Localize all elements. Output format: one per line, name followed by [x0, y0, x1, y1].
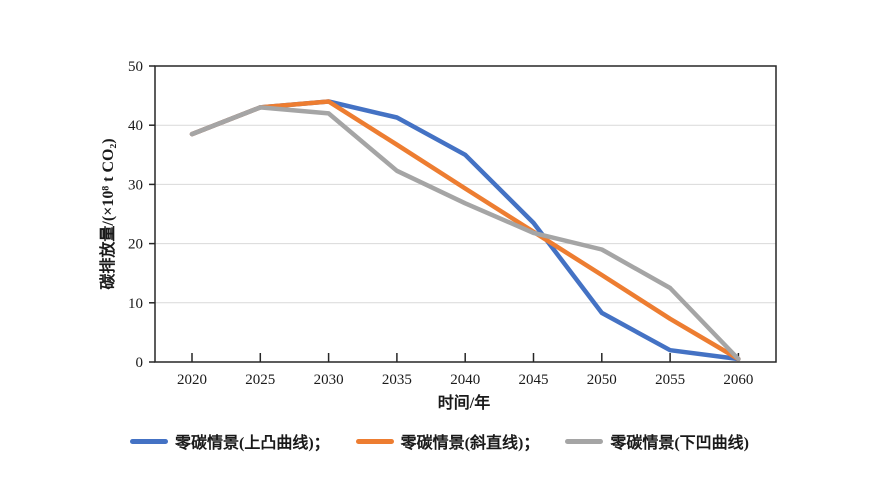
x-tick-label-2030: 2030 [314, 372, 344, 388]
x-tick-label-2040: 2040 [450, 372, 480, 388]
x-axis-title: 时间/年 [438, 393, 490, 412]
y-axis-tick-labels: 0 10 20 30 40 50 [128, 59, 143, 371]
legend-swatch-gray-line [565, 438, 604, 444]
legend-label: 零碳情景(斜直线)； [400, 435, 540, 452]
legend-label: 零碳情景(上凸曲线)； [174, 435, 330, 452]
legend-label: 零碳情景(下凹曲线) [610, 435, 749, 452]
x-tick-label-2050: 2050 [587, 372, 617, 388]
legend-item-straight: 零碳情景(斜直线)； [355, 429, 540, 453]
y-tick-label-10: 10 [128, 296, 143, 312]
x-tick-label-2035: 2035 [382, 372, 412, 388]
legend-swatch-orange-line [355, 438, 394, 444]
x-tick-label-2045: 2045 [519, 372, 549, 388]
x-tick-label-2025: 2025 [245, 372, 275, 388]
x-tick-label-2055: 2055 [655, 372, 685, 388]
y-tick-label-30: 30 [128, 177, 143, 193]
y-axis-title: 碳排放量/(×10⁸ t CO₂) [98, 138, 117, 289]
y-tick-label-0: 0 [136, 355, 144, 371]
series-lines [189, 99, 741, 362]
x-tick-label-2060: 2060 [723, 372, 753, 388]
axis-tick-marks [149, 65, 740, 363]
gridlines [155, 124, 776, 304]
series-line-1 [189, 99, 741, 362]
y-tick-label-50: 50 [128, 59, 143, 75]
series-line-2 [189, 105, 741, 362]
legend-swatch-blue-line [129, 438, 168, 444]
x-tick-label-2020: 2020 [177, 372, 207, 388]
legend-item-concave: 零碳情景(下凹曲线) [565, 429, 749, 453]
series-line-0 [189, 99, 741, 362]
y-tick-label-40: 40 [128, 118, 143, 134]
x-axis-tick-labels: 2020 2025 2030 2035 2040 2045 2050 2055 2060 [177, 372, 753, 388]
legend: 零碳情景(上凸曲线)； 零碳情景(斜直线)； 零碳情景(下凹曲线) [0, 428, 879, 454]
y-tick-label-20: 20 [128, 237, 143, 253]
legend-item-convex: 零碳情景(上凸曲线)； [129, 429, 330, 453]
